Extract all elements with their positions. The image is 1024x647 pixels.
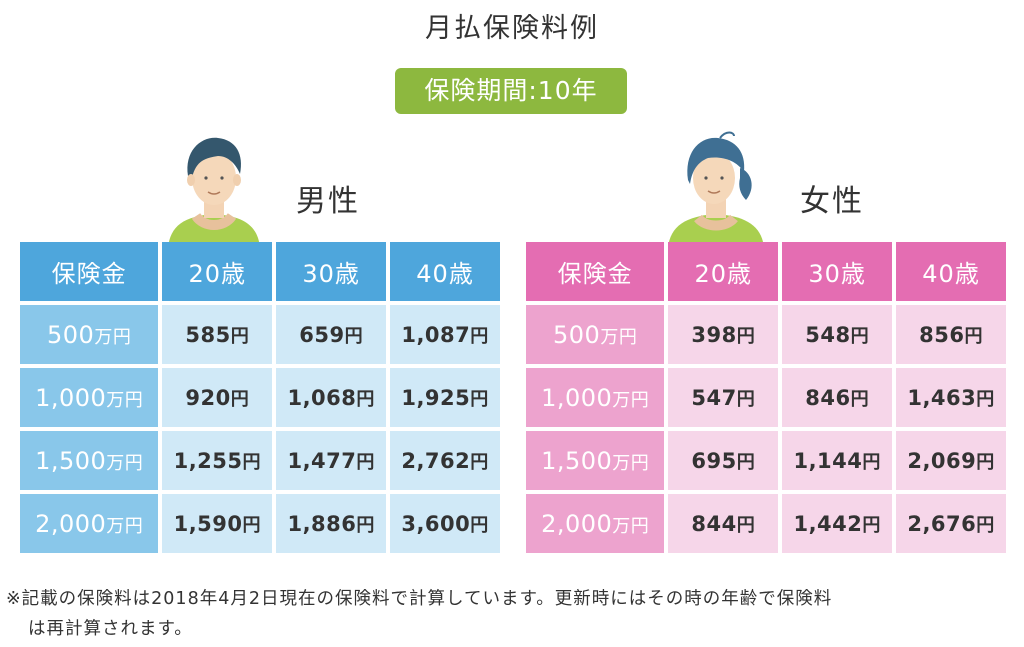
premium-cell: 1,925円 bbox=[390, 368, 500, 427]
premium-cell: 1,463円 bbox=[896, 368, 1006, 427]
insured-amount-cell: 500万円 bbox=[526, 305, 665, 364]
premium-cell: 1,590円 bbox=[162, 494, 273, 553]
premium-cell: 547円 bbox=[668, 368, 779, 427]
table-row: 1,500万円 1,255円 1,477円 2,762円 bbox=[20, 431, 500, 490]
male-header-row: 保険金 20歳 30歳 40歳 bbox=[20, 242, 500, 301]
premium-cell: 920円 bbox=[162, 368, 273, 427]
woman-avatar-icon bbox=[668, 131, 764, 248]
table-row: 500万円 585円 659円 1,087円 bbox=[20, 305, 500, 364]
male-label: 男性 bbox=[296, 184, 360, 219]
insured-amount-cell: 1,500万円 bbox=[20, 431, 159, 490]
insured-amount-cell: 500万円 bbox=[20, 305, 159, 364]
male-rate-table: 保険金 20歳 30歳 40歳 500万円 585円 659円 1,087円 1… bbox=[16, 238, 504, 557]
insured-amount-cell: 2,000万円 bbox=[526, 494, 665, 553]
premium-cell: 1,087円 bbox=[390, 305, 500, 364]
table-row: 2,000万円 844円 1,442円 2,676円 bbox=[526, 494, 1006, 553]
premium-cell: 1,886円 bbox=[276, 494, 387, 553]
premium-cell: 1,442円 bbox=[782, 494, 893, 553]
premium-cell: 2,069円 bbox=[896, 431, 1006, 490]
footnote-line-2: は再計算されます。 bbox=[28, 619, 193, 639]
premium-cell: 2,676円 bbox=[896, 494, 1006, 553]
female-header-age-30: 30歳 bbox=[782, 242, 893, 301]
female-header-age-40: 40歳 bbox=[896, 242, 1006, 301]
premium-cell: 1,144円 bbox=[782, 431, 893, 490]
premium-cell: 585円 bbox=[162, 305, 273, 364]
table-row: 1,500万円 695円 1,144円 2,069円 bbox=[526, 431, 1006, 490]
female-label: 女性 bbox=[800, 184, 864, 219]
period-badge: 保険期間:10年 bbox=[395, 68, 627, 114]
insured-amount-cell: 1,000万円 bbox=[526, 368, 665, 427]
premium-cell: 1,255円 bbox=[162, 431, 273, 490]
female-header-age-20: 20歳 bbox=[668, 242, 779, 301]
page-title: 月払保険料例 bbox=[425, 13, 599, 44]
premium-cell: 548円 bbox=[782, 305, 893, 364]
premium-cell: 3,600円 bbox=[390, 494, 500, 553]
footnote-line-1: ※記載の保険料は2018年4月2日現在の保険料で計算しています。更新時にはその時… bbox=[6, 589, 833, 609]
premium-cell: 846円 bbox=[782, 368, 893, 427]
premium-cell: 659円 bbox=[276, 305, 387, 364]
premium-cell: 695円 bbox=[668, 431, 779, 490]
insured-amount-cell: 2,000万円 bbox=[20, 494, 159, 553]
premium-cell: 2,762円 bbox=[390, 431, 500, 490]
female-header-row: 保険金 20歳 30歳 40歳 bbox=[526, 242, 1006, 301]
table-row: 1,000万円 547円 846円 1,463円 bbox=[526, 368, 1006, 427]
premium-cell: 844円 bbox=[668, 494, 779, 553]
table-row: 1,000万円 920円 1,068円 1,925円 bbox=[20, 368, 500, 427]
table-row: 500万円 398円 548円 856円 bbox=[526, 305, 1006, 364]
footnote: ※記載の保険料は2018年4月2日現在の保険料で計算しています。更新時にはその時… bbox=[6, 584, 1018, 644]
premium-cell: 398円 bbox=[668, 305, 779, 364]
male-header-age-30: 30歳 bbox=[276, 242, 387, 301]
female-rate-table: 保険金 20歳 30歳 40歳 500万円 398円 548円 856円 1,0… bbox=[522, 238, 1010, 557]
table-row: 2,000万円 1,590円 1,886円 3,600円 bbox=[20, 494, 500, 553]
male-header-age-40: 40歳 bbox=[390, 242, 500, 301]
insured-amount-cell: 1,500万円 bbox=[526, 431, 665, 490]
female-header-amount: 保険金 bbox=[526, 242, 665, 301]
male-header-age-20: 20歳 bbox=[162, 242, 273, 301]
male-header-amount: 保険金 bbox=[20, 242, 159, 301]
premium-cell: 1,068円 bbox=[276, 368, 387, 427]
premium-cell: 856円 bbox=[896, 305, 1006, 364]
man-avatar-icon bbox=[168, 137, 260, 248]
premium-cell: 1,477円 bbox=[276, 431, 387, 490]
insured-amount-cell: 1,000万円 bbox=[20, 368, 159, 427]
